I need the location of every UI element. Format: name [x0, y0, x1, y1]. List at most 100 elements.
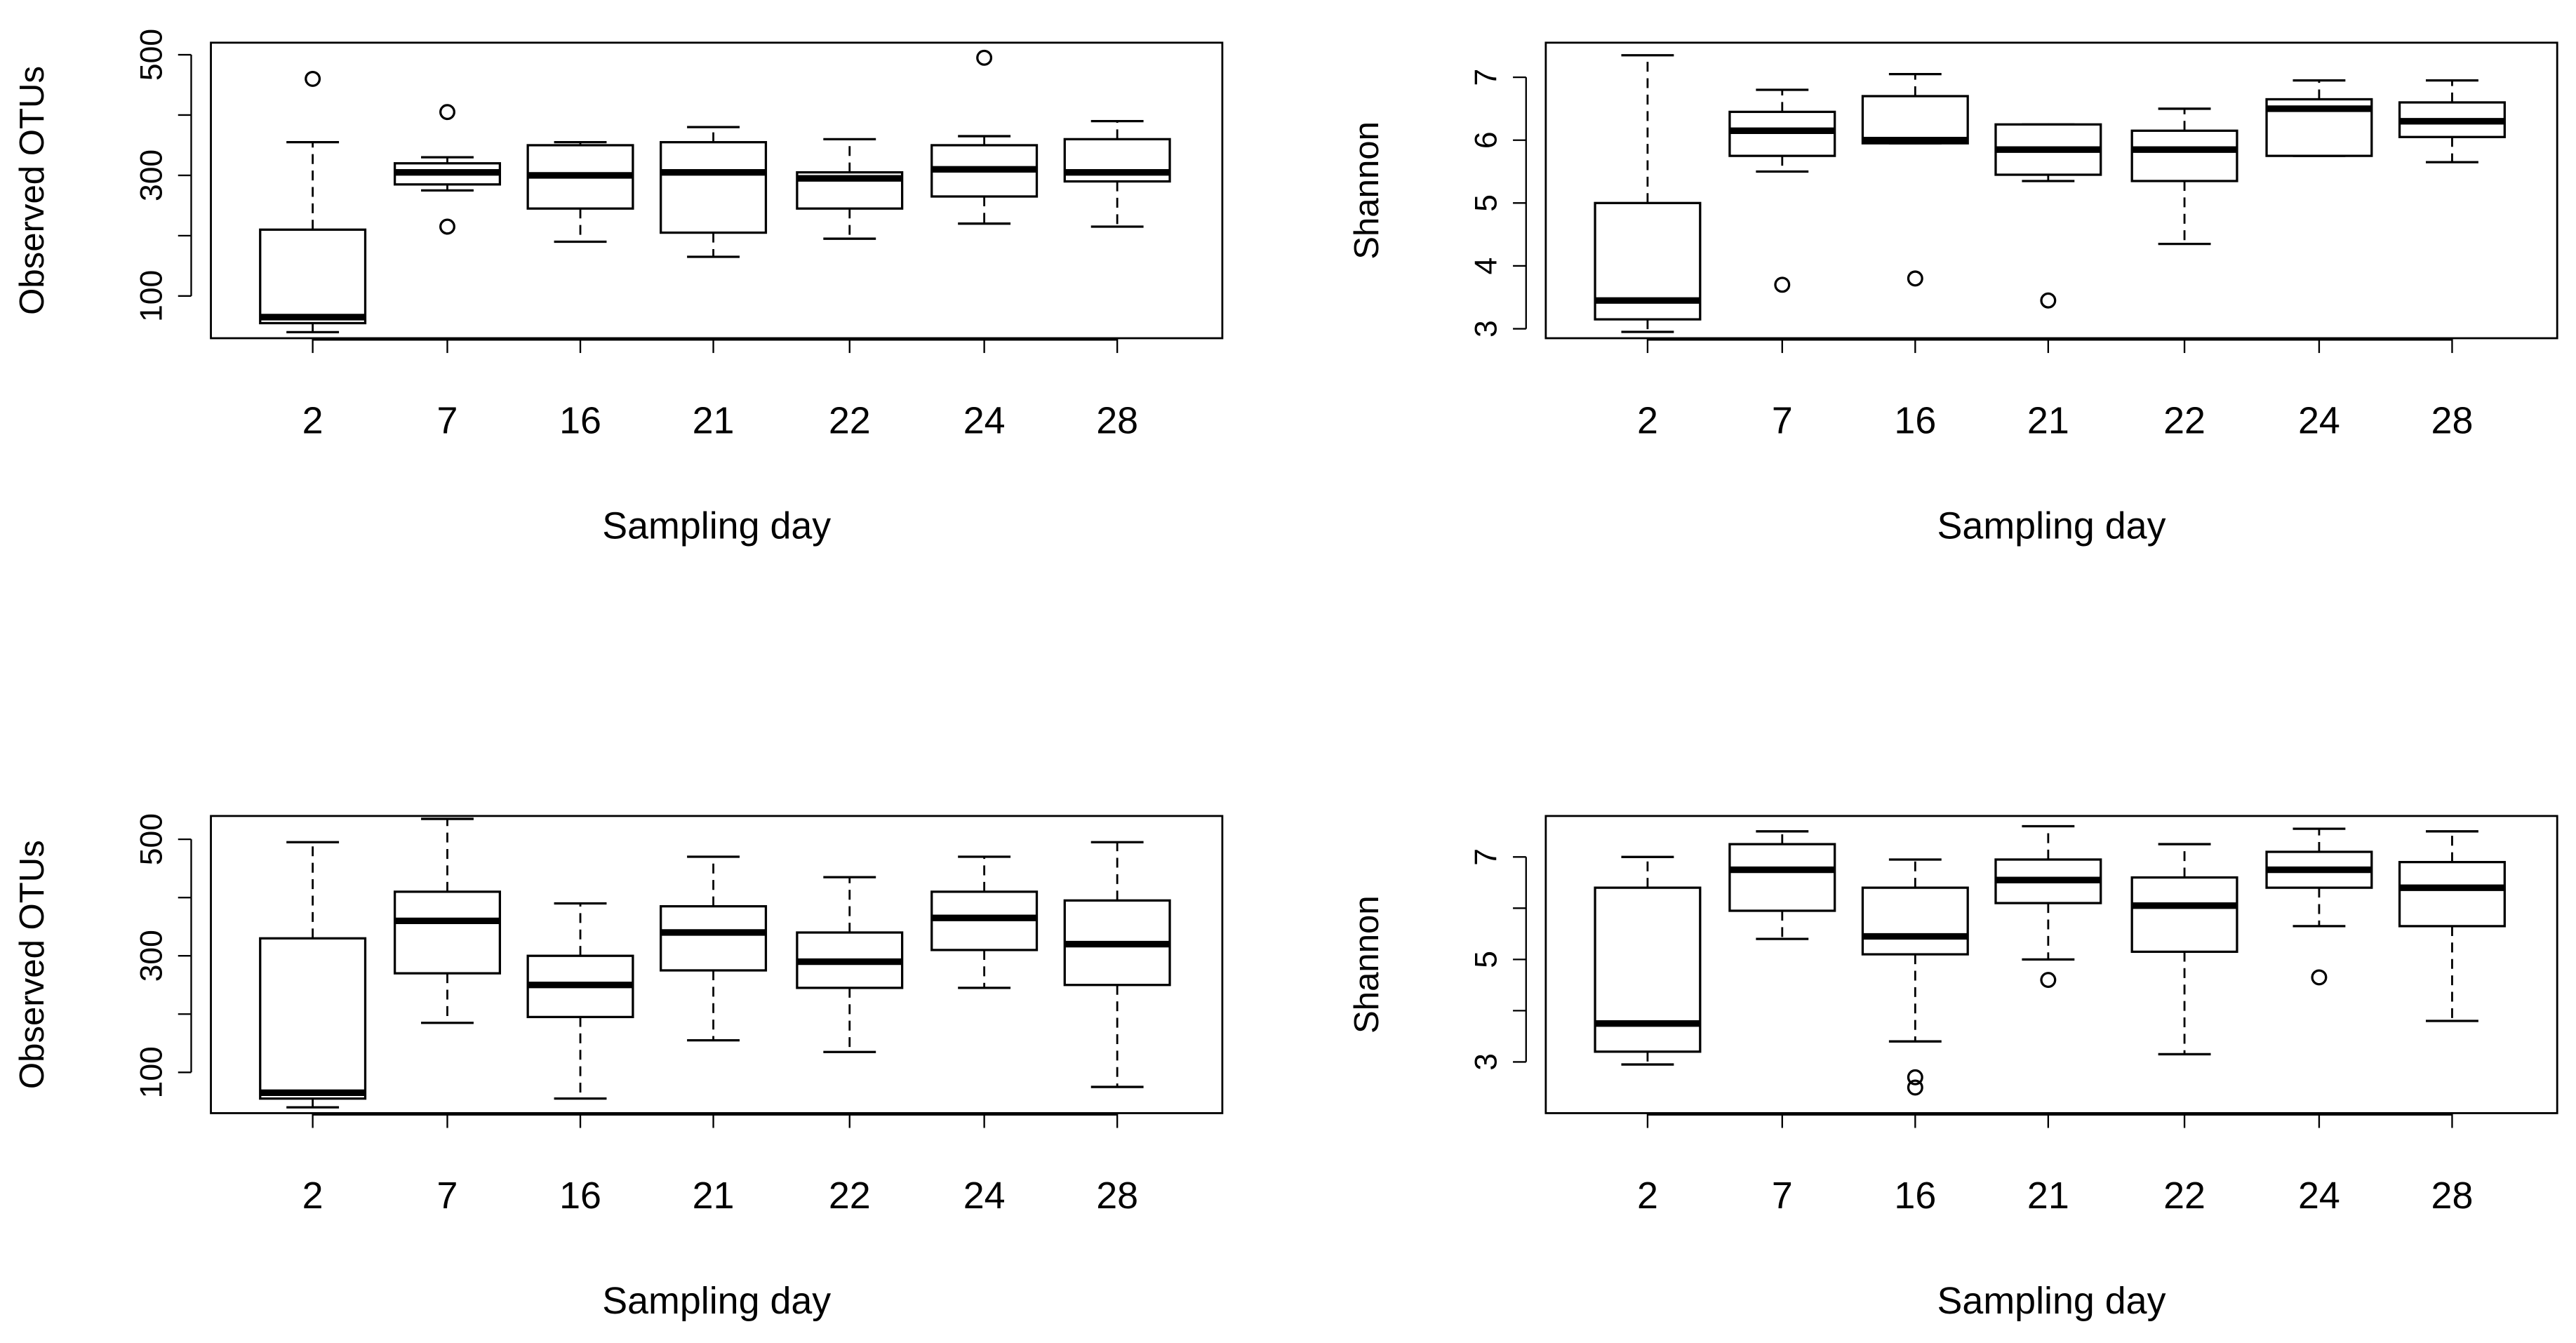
boxplot-day-21: [1994, 123, 2102, 309]
x-tick-label: 7: [437, 1175, 458, 1217]
box-iqr: [2130, 876, 2238, 954]
x-tick-label: 16: [1894, 400, 1936, 442]
x-tick-label: 21: [2027, 1175, 2069, 1217]
y-tick-label: 7: [1469, 69, 1504, 86]
y-tick-label: 300: [134, 149, 168, 201]
outlier-point: [1907, 1069, 1923, 1085]
x-tick-label: 16: [559, 400, 601, 442]
x-tick-label: 21: [2027, 400, 2069, 442]
box-iqr: [2130, 129, 2238, 182]
plot-frame: [210, 41, 1224, 340]
x-axis-title: Sampling day: [1937, 1280, 2166, 1322]
box-iqr: [1594, 886, 1702, 1053]
boxplot-day-7: [393, 817, 502, 1024]
outlier-point: [439, 104, 455, 121]
boxplot-day-28: [1063, 119, 1171, 228]
x-tick-label: 7: [437, 400, 458, 442]
outlier-point: [2311, 969, 2328, 986]
box-iqr: [259, 228, 367, 325]
boxplot-day-2: [259, 841, 367, 1109]
x-tick-label: 28: [2431, 1175, 2474, 1217]
x-tick-label: 22: [2163, 400, 2205, 442]
x-tick-label: 16: [1894, 1175, 1936, 1217]
boxplot-day-7: [1728, 88, 1836, 293]
x-tick-label: 21: [693, 1175, 735, 1217]
x-tick-label: 28: [1096, 1175, 1138, 1217]
y-tick-label: 300: [134, 930, 168, 982]
boxplot-day-21: [660, 855, 768, 1042]
y-tick-label: 100: [134, 1046, 168, 1098]
outlier-point: [305, 70, 321, 87]
outlier-point: [1774, 276, 1791, 293]
x-axis-title: Sampling day: [1937, 505, 2166, 547]
boxplot-day-21: [660, 126, 768, 258]
y-tick-label: 500: [134, 813, 168, 865]
x-tick-label: 2: [1637, 1175, 1658, 1217]
y-tick-label: 500: [134, 29, 168, 81]
boxplot-day-16: [526, 141, 634, 243]
boxplot-day-2: [1594, 54, 1702, 333]
y-tick-label: 100: [134, 270, 168, 322]
plot-frame: [1544, 815, 2558, 1114]
plot-frame: [210, 815, 1224, 1114]
boxplot-day-16: [526, 902, 634, 1100]
chart-panel-3: 100 300 500 2 7 16 21 22 24 28 Sampling day Observe…: [13, 813, 1224, 1322]
y-tick-label: 3: [1469, 1053, 1504, 1071]
x-tick-label: 28: [1096, 400, 1138, 442]
outlier-point: [1907, 270, 1923, 287]
x-axis-title: Sampling day: [602, 505, 831, 547]
boxplot-day-7: [1728, 830, 1836, 940]
y-tick-label: 4: [1469, 258, 1504, 275]
y-axis-title: Shannon: [1348, 121, 1386, 260]
x-tick-label: 16: [559, 1175, 601, 1217]
boxplot-day-7: [393, 104, 502, 235]
boxplot-day-22: [2130, 107, 2238, 246]
x-tick-label: 24: [2298, 1175, 2340, 1217]
x-tick-label: 7: [1772, 400, 1793, 442]
chart-panel-2: 3 4 5 6 7 2 7 16 21 22 24 28 Sampling day Shannon: [1348, 41, 2558, 547]
y-tick-label: 7: [1469, 848, 1504, 866]
box-iqr: [1861, 886, 1969, 956]
outlier-point: [2040, 972, 2057, 989]
box-iqr: [259, 937, 367, 1100]
boxplot-day-24: [2265, 79, 2373, 157]
boxplot-day-24: [930, 855, 1039, 989]
boxplot-day-28: [2398, 830, 2506, 1022]
boxplot-day-16: [1861, 858, 1969, 1096]
plot-frame: [1544, 41, 2558, 340]
x-tick-label: 2: [1637, 400, 1658, 442]
boxplot-day-22: [796, 138, 904, 240]
x-tick-label: 7: [1772, 1175, 1793, 1217]
x-tick-label: 24: [2298, 400, 2340, 442]
boxplot-day-21: [1994, 824, 2102, 989]
boxplot-day-28: [1063, 841, 1171, 1088]
x-axis-title: Sampling day: [602, 1280, 831, 1322]
x-tick-label: 22: [829, 400, 871, 442]
y-axis-title: Observed OTUs: [13, 66, 51, 315]
x-tick-label: 2: [302, 1175, 323, 1217]
x-tick-label: 24: [963, 400, 1006, 442]
boxplot-day-24: [2265, 827, 2373, 986]
outlier-point: [976, 49, 993, 66]
box-iqr: [660, 141, 768, 234]
x-tick-label: 22: [2163, 1175, 2205, 1217]
x-tick-label: 2: [302, 400, 323, 442]
box-iqr: [2398, 860, 2506, 928]
y-tick-label: 5: [1469, 951, 1504, 968]
y-axis-title: Observed OTUs: [13, 840, 51, 1089]
outlier-point: [2040, 292, 2057, 309]
box-iqr: [393, 890, 502, 975]
boxplot-day-22: [2130, 843, 2238, 1056]
chart-panel-4: 3 5 7 2 7 16 21 22 24 28 Sampling day Shannon: [1348, 815, 2558, 1322]
box-iqr: [1861, 95, 1969, 145]
x-tick-label: 22: [829, 1175, 871, 1217]
y-axis-title: Shannon: [1348, 895, 1386, 1034]
y-tick-label: 6: [1469, 131, 1504, 149]
chart-panel-1: 100 300 500 2 7 16 21 22 24 28 Sampling day Observe…: [13, 29, 1224, 547]
boxplot-day-2: [259, 70, 367, 334]
x-tick-label: 28: [2431, 400, 2474, 442]
boxplot-day-16: [1861, 73, 1969, 287]
y-tick-label: 3: [1469, 320, 1504, 338]
boxplot-day-2: [1594, 855, 1702, 1066]
